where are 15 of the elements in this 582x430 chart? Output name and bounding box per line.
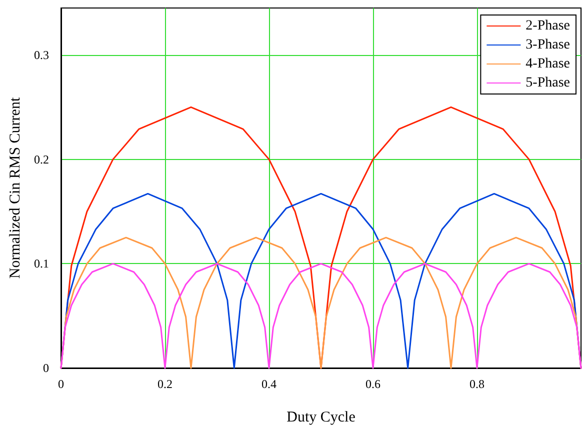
x-axis-title: Duty Cycle xyxy=(286,410,356,426)
y-axis-title: Normalized Cin RMS Current xyxy=(8,96,24,279)
legend-label: 5-Phase xyxy=(526,76,570,90)
y-tick-label: 0.3 xyxy=(34,48,49,62)
legend-label: 2-Phase xyxy=(526,18,570,34)
y-tick-label: 0.2 xyxy=(34,152,49,166)
x-tick-label: 0 xyxy=(58,377,64,391)
x-tick-label: 0.2 xyxy=(158,377,172,391)
legend-label: 3-Phase xyxy=(526,38,570,52)
x-tick-label: 0.6 xyxy=(366,377,380,391)
x-tick-label: 0.4 xyxy=(262,377,276,391)
x-tick-label: 0.8 xyxy=(470,377,484,391)
legend-label: 4-Phase xyxy=(526,56,570,72)
y-tick-label: 0 xyxy=(43,361,49,375)
y-tick-label: 0.1 xyxy=(34,256,49,271)
